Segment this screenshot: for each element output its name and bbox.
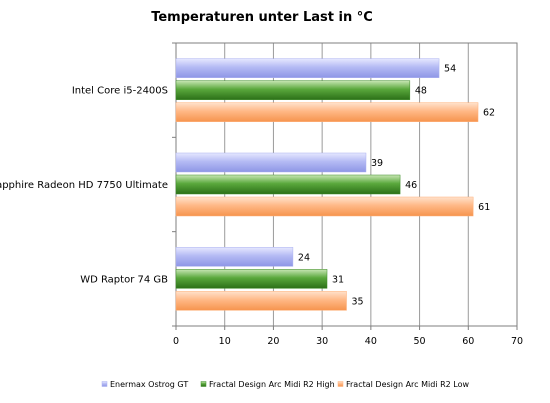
data-label: 24 [298, 252, 310, 263]
bar [175, 247, 294, 267]
bar [175, 269, 328, 289]
data-labels: 54 48 62 39 46 61 24 31 35 [298, 64, 495, 308]
category-label: Intel Core i5-2400S [72, 86, 168, 97]
x-tick-label: 30 [316, 336, 328, 347]
data-label: 31 [332, 274, 344, 285]
x-tick-label: 0 [173, 336, 179, 347]
data-label: 46 [405, 180, 417, 191]
bar [175, 80, 411, 100]
data-label: 35 [352, 296, 364, 307]
bar [175, 102, 479, 122]
category-label: Sapphire Radeon HD 7750 Ultimate [0, 180, 168, 191]
legend-entry: Enermax Ostrog GT [110, 380, 188, 389]
x-tick-label: 50 [414, 336, 426, 347]
legend-swatch [337, 381, 344, 387]
legend: Enermax Ostrog GT Fractal Design Arc Midi… [101, 380, 469, 389]
bar [175, 152, 367, 173]
bar [175, 58, 440, 78]
x-tick-label: 10 [219, 336, 231, 347]
category-labels: Intel Core i5-2400S Sapphire Radeon HD 77… [0, 86, 168, 286]
x-tick-label: 40 [365, 336, 377, 347]
bar [175, 174, 401, 195]
legend-swatch [101, 381, 108, 387]
data-label: 48 [415, 86, 427, 97]
bars [175, 58, 479, 311]
bar [175, 196, 474, 217]
data-label: 62 [483, 108, 495, 119]
category-label: WD Raptor 74 GB [80, 274, 168, 285]
x-tick-labels: 0 10 20 30 40 50 60 70 [173, 336, 523, 347]
x-tick-label: 60 [462, 336, 474, 347]
legend-entry: Fractal Design Arc Midi R2 High [209, 380, 335, 389]
x-tick-label: 70 [511, 336, 523, 347]
bar [175, 291, 347, 311]
data-label: 54 [444, 64, 456, 75]
x-tick-label: 20 [267, 336, 279, 347]
legend-swatch [200, 381, 207, 387]
data-label: 61 [478, 202, 490, 213]
data-label: 39 [371, 158, 383, 169]
chart-title: Temperaturen unter Last in °C [151, 10, 373, 25]
legend-entry: Fractal Design Arc Midi R2 Low [346, 380, 469, 389]
